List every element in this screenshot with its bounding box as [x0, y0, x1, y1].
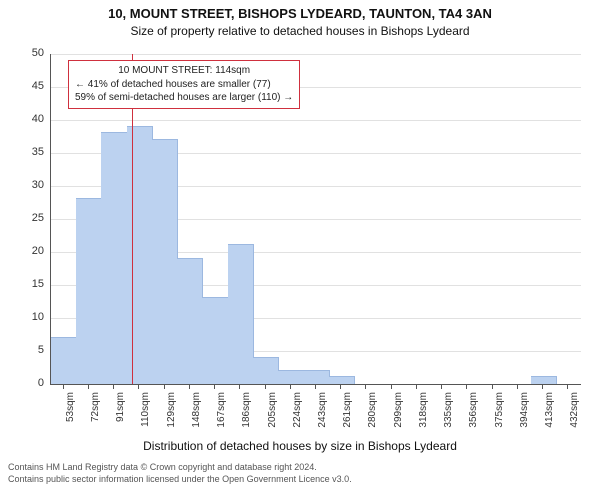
x-tick-mark	[542, 384, 543, 389]
histogram-bar	[76, 198, 102, 384]
annotation-line-3: 59% of semi-detached houses are larger (…	[75, 91, 293, 105]
footer-line-1: Contains HM Land Registry data © Crown c…	[8, 462, 592, 474]
x-tick-mark	[113, 384, 114, 389]
x-tick-label: 110sqm	[140, 392, 151, 442]
x-tick-mark	[189, 384, 190, 389]
histogram-bar	[152, 139, 178, 384]
y-tick-label: 40	[22, 113, 44, 125]
y-tick-label: 30	[22, 179, 44, 191]
x-tick-mark	[88, 384, 89, 389]
y-tick-label: 20	[22, 245, 44, 257]
x-tick-mark	[138, 384, 139, 389]
x-tick-label: 243sqm	[317, 392, 328, 442]
y-tick-label: 15	[22, 278, 44, 290]
annotation-box: 10 MOUNT STREET: 114sqm← 41% of detached…	[68, 60, 300, 109]
x-tick-mark	[214, 384, 215, 389]
x-tick-mark	[441, 384, 442, 389]
x-tick-label: 167sqm	[216, 392, 227, 442]
histogram-bar	[51, 337, 77, 384]
y-tick-label: 50	[22, 47, 44, 59]
x-tick-mark	[365, 384, 366, 389]
x-tick-label: 356sqm	[468, 392, 479, 442]
x-tick-label: 394sqm	[519, 392, 530, 442]
histogram-bar	[329, 376, 355, 384]
x-tick-label: 432sqm	[569, 392, 580, 442]
gridline	[51, 54, 581, 55]
chart-container: 10, MOUNT STREET, BISHOPS LYDEARD, TAUNT…	[0, 0, 600, 500]
x-tick-label: 318sqm	[418, 392, 429, 442]
x-tick-label: 413sqm	[544, 392, 555, 442]
x-tick-mark	[416, 384, 417, 389]
x-tick-mark	[517, 384, 518, 389]
annotation-line-2: ← 41% of detached houses are smaller (77…	[75, 78, 293, 92]
x-tick-mark	[315, 384, 316, 389]
y-tick-label: 0	[22, 377, 44, 389]
x-tick-label: 299sqm	[393, 392, 404, 442]
x-tick-label: 53sqm	[65, 392, 76, 442]
histogram-bar	[253, 357, 279, 384]
histogram-bar	[202, 297, 228, 384]
histogram-bar	[278, 370, 304, 384]
y-tick-label: 45	[22, 80, 44, 92]
gridline	[51, 120, 581, 121]
histogram-bar	[303, 370, 329, 384]
x-tick-label: 335sqm	[443, 392, 454, 442]
x-tick-label: 224sqm	[292, 392, 303, 442]
y-tick-label: 5	[22, 344, 44, 356]
histogram-bar	[101, 132, 127, 384]
x-tick-mark	[265, 384, 266, 389]
x-tick-label: 129sqm	[166, 392, 177, 442]
histogram-bar	[177, 258, 203, 384]
histogram-bar	[127, 126, 153, 384]
x-tick-mark	[164, 384, 165, 389]
x-tick-label: 91sqm	[115, 392, 126, 442]
page-subtitle: Size of property relative to detached ho…	[0, 24, 600, 38]
x-tick-label: 375sqm	[494, 392, 505, 442]
y-tick-label: 35	[22, 146, 44, 158]
footer-attribution: Contains HM Land Registry data © Crown c…	[8, 462, 592, 485]
x-tick-mark	[466, 384, 467, 389]
x-tick-label: 148sqm	[191, 392, 202, 442]
footer-line-2: Contains public sector information licen…	[8, 474, 592, 486]
y-tick-label: 10	[22, 311, 44, 323]
x-tick-mark	[239, 384, 240, 389]
x-tick-label: 280sqm	[367, 392, 378, 442]
x-tick-mark	[492, 384, 493, 389]
x-tick-mark	[391, 384, 392, 389]
x-tick-label: 205sqm	[267, 392, 278, 442]
page-title: 10, MOUNT STREET, BISHOPS LYDEARD, TAUNT…	[0, 6, 600, 21]
x-tick-mark	[63, 384, 64, 389]
x-tick-label: 186sqm	[241, 392, 252, 442]
histogram-bar	[531, 376, 557, 384]
histogram-bar	[228, 244, 254, 384]
x-tick-mark	[290, 384, 291, 389]
x-tick-label: 72sqm	[90, 392, 101, 442]
x-tick-mark	[567, 384, 568, 389]
x-tick-label: 261sqm	[342, 392, 353, 442]
x-tick-mark	[340, 384, 341, 389]
annotation-line-1: 10 MOUNT STREET: 114sqm	[75, 64, 293, 78]
y-tick-label: 25	[22, 212, 44, 224]
